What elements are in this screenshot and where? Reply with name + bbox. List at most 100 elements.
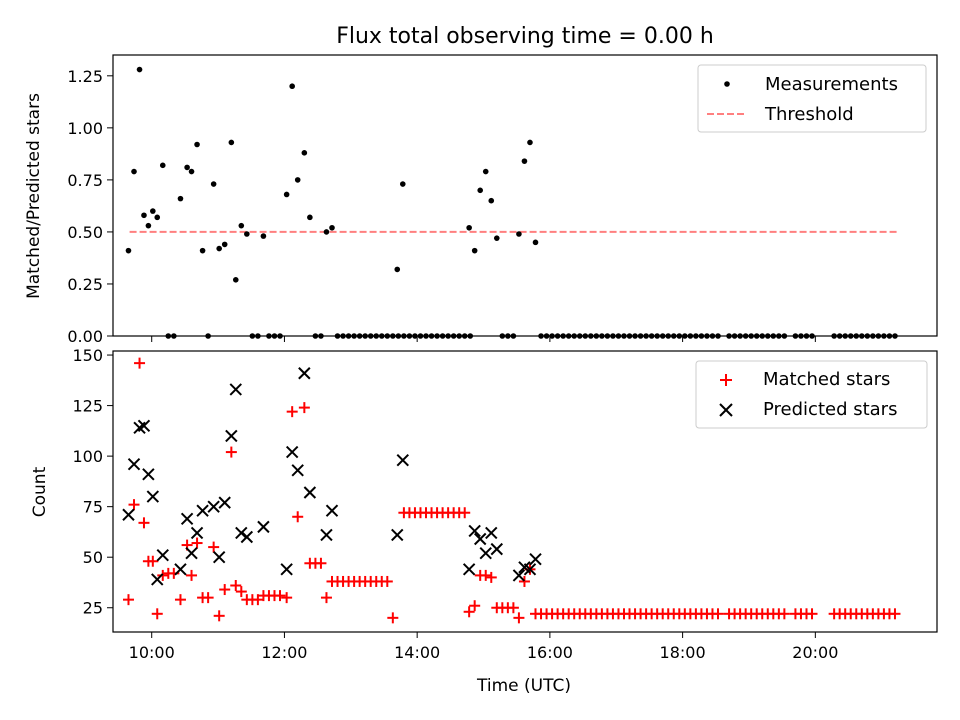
predicted-stars-point (298, 367, 311, 380)
matched-stars-point (191, 537, 203, 549)
top-y-axis: 0.00 0.25 0.50 0.75 1.00 1.25 (67, 67, 113, 346)
predicted-stars-point (151, 573, 164, 586)
legend-matched-label: Matched stars (763, 369, 890, 390)
matched-stars-point (381, 575, 393, 587)
measurements-point (141, 212, 147, 219)
matched-stars-point (463, 606, 475, 618)
bottom-legend: Matched stars Predicted stars (695, 360, 928, 429)
matched-stars-point (298, 402, 310, 414)
matched-stars-point (134, 357, 146, 369)
chart-title: Flux total observing time = 0.00 h (336, 24, 714, 49)
predicted-stars-point (240, 530, 254, 544)
matched-stars-point (712, 608, 724, 620)
x-tick-label: 14:00 (394, 643, 440, 662)
matched-stars-point (281, 592, 293, 604)
measurements-point (527, 139, 533, 146)
predicted-stars-point (303, 486, 317, 499)
predicted-stars-point (280, 563, 293, 576)
predicted-stars-point (185, 546, 198, 560)
measurements-point (394, 266, 401, 273)
predicted-stars-point (529, 553, 542, 566)
measurements-point (159, 162, 166, 169)
top-legend: Measurements Threshold (697, 64, 927, 133)
measurements-point (150, 208, 156, 214)
top-plot-frame (112, 54, 938, 337)
predicted-stars-point (146, 490, 160, 503)
predicted-stars-point (320, 528, 333, 542)
y-tick-label: 150 (72, 346, 103, 365)
matched-stars-point (219, 584, 231, 596)
y-tick-label: 125 (72, 397, 103, 416)
bottom-y-axis: 25 50 75 100 125 150 (72, 346, 113, 618)
measurements-point (216, 245, 222, 252)
legend-matched-marker (720, 374, 732, 386)
measurements-point (323, 229, 330, 235)
matched-stars-point (157, 569, 169, 581)
matched-stars-point (513, 612, 525, 624)
y-tick-label: 25 (83, 599, 103, 618)
matched-stars-point (213, 610, 225, 622)
measurements-point (199, 247, 206, 254)
predicted-stars-point (257, 520, 270, 534)
matched-stars-point (122, 594, 134, 606)
top-legend-box (697, 64, 927, 133)
predicted-stars-point (512, 569, 526, 582)
matched-stars-point (469, 600, 481, 612)
predicted-stars-point (235, 526, 248, 540)
measurements-point (466, 224, 472, 231)
measurements-point (145, 222, 152, 229)
x-tick-label: 12:00 (261, 643, 307, 662)
predicted-stars-point (462, 563, 476, 576)
measurements-point (289, 83, 295, 90)
predicted-stars-point (229, 383, 242, 396)
measurements-point (283, 191, 290, 198)
predicted-stars-point (180, 512, 194, 525)
measurements-point (493, 235, 500, 241)
matched-stars-point (507, 602, 519, 614)
measurements-point (516, 231, 522, 237)
measurements-point (188, 168, 195, 175)
predicted-stars-point (207, 500, 220, 513)
measurements-point (177, 195, 184, 202)
matched-stars-point (778, 608, 790, 620)
matched-stars-point (274, 590, 286, 602)
predicted-stars-point (127, 458, 141, 471)
x-tick-label: 18:00 (660, 643, 706, 662)
matched-stars-point (230, 580, 242, 592)
predicted-stars-point (291, 464, 304, 477)
predicted-stars-point (325, 504, 339, 517)
legend-predicted-marker (719, 403, 733, 417)
y-tick-label: 0.00 (67, 327, 103, 346)
bottom-plot-marks (122, 357, 901, 624)
matched-stars-point (225, 446, 237, 458)
legend-predicted-label: Predicted stars (763, 399, 897, 420)
matched-stars-point (518, 575, 530, 587)
measurements-point (232, 277, 239, 283)
measurements-point (154, 214, 161, 221)
matched-stars-point (186, 569, 198, 581)
predicted-stars-point (391, 528, 404, 542)
y-tick-label: 1.00 (67, 119, 103, 138)
measurements-point (488, 197, 495, 204)
predicted-stars-point (225, 429, 238, 443)
y-tick-label: 100 (72, 447, 103, 466)
x-tick-label: 10:00 (129, 643, 175, 662)
matched-stars-point (286, 406, 298, 418)
measurements-point (221, 241, 228, 248)
top-x-axis (151, 336, 816, 342)
predicted-stars-point (490, 542, 504, 556)
measurements-point (136, 66, 143, 73)
measurements-point (228, 139, 235, 146)
matched-stars-point (138, 517, 150, 529)
predicted-stars-point (156, 548, 169, 562)
predicted-stars-point (523, 563, 537, 576)
predicted-stars-point (285, 445, 299, 459)
measurements-point (532, 239, 539, 246)
bottom-plot-frame (112, 350, 938, 633)
measurements-point (194, 141, 200, 148)
x-tick-label: 16:00 (527, 643, 573, 662)
measurements-point (301, 150, 308, 156)
measurements-point (184, 164, 190, 171)
matched-stars-point (480, 569, 492, 581)
